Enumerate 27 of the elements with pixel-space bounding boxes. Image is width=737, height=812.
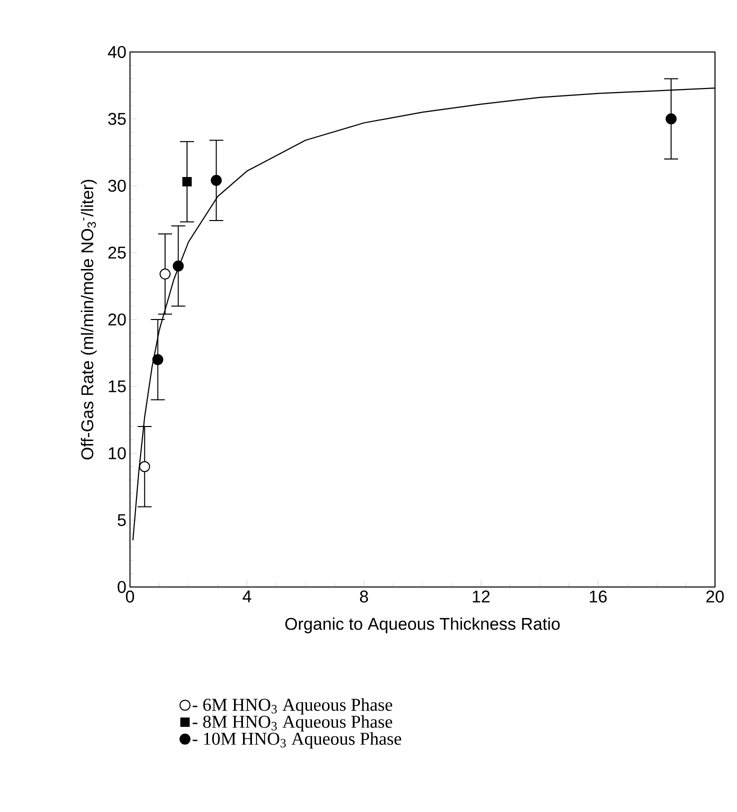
x-axis-title: Organic to Aqueous Thickness Ratio [285, 617, 560, 634]
legend-label: - 10M HNO$_{3}$ Aqueous Phase [192, 732, 402, 748]
y-tick-label: 15 [108, 380, 126, 392]
point [160, 268, 171, 280]
y-tick-label: 5 [118, 514, 126, 526]
y-axis-title: Off-Gas Rate (ml/min/mole NO$_{3}$$^{-}$/liter) [80, 180, 97, 460]
point [210, 174, 222, 186]
y-tick-label: 30 [108, 180, 126, 192]
x-tick-label: 4 [242, 590, 252, 602]
point [182, 177, 192, 186]
point [139, 461, 150, 472]
y-tick-label: 40 [108, 46, 126, 58]
y-tick-label: 35 [108, 112, 126, 125]
point [172, 260, 184, 272]
x-tick-label: 0 [126, 590, 134, 603]
point [666, 113, 677, 124]
y-tick-label: 20 [108, 313, 126, 326]
x-tick-label: 12 [472, 590, 490, 602]
y-tick-label: 10 [108, 447, 126, 460]
point [152, 354, 164, 366]
x-tick-label: 16 [590, 590, 607, 603]
x-tick-label: 20 [706, 590, 724, 603]
x-tick-label: 8 [360, 590, 368, 603]
legend-label: - 6M HNO$_{3}$ Aqueous Phase [192, 698, 392, 715]
legend-label: - 8M HNO$_{3}$ Aqueous Phase [192, 715, 392, 732]
y-tick-label: 0 [118, 580, 126, 594]
y-tick-label: 25 [108, 246, 126, 259]
